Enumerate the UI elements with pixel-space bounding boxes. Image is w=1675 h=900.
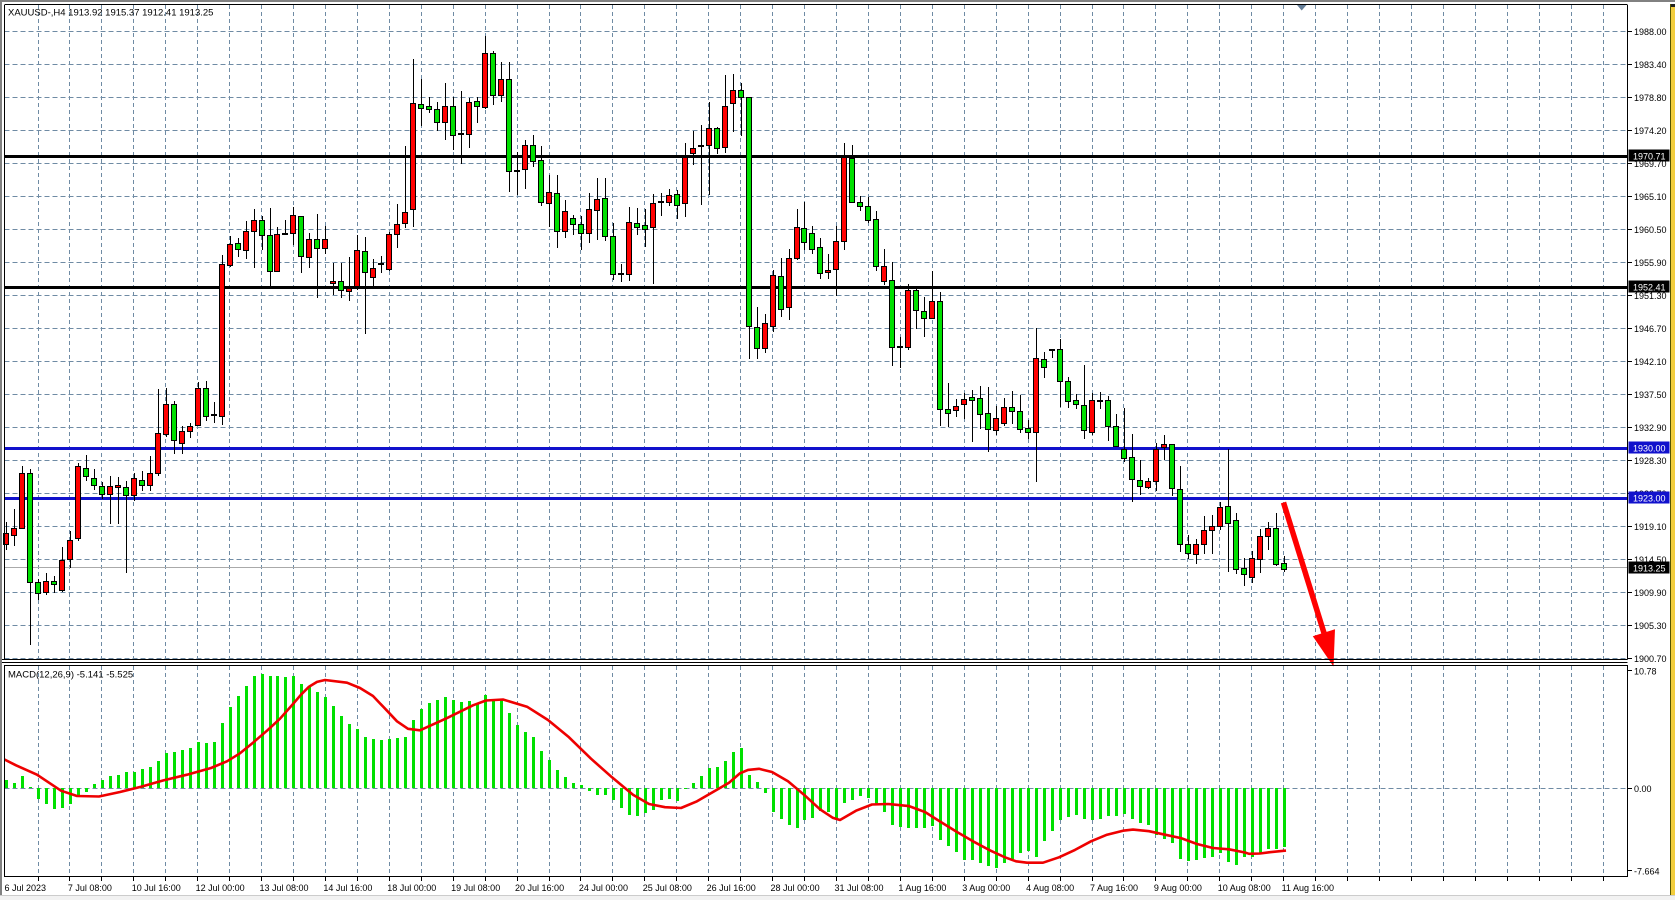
svg-text:6 Jul 2023: 6 Jul 2023 bbox=[5, 883, 47, 893]
svg-text:19 Jul 08:00: 19 Jul 08:00 bbox=[451, 883, 500, 893]
svg-text:1969.70: 1969.70 bbox=[1634, 159, 1667, 169]
svg-text:3 Aug 00:00: 3 Aug 00:00 bbox=[962, 883, 1010, 893]
svg-text:1970.71: 1970.71 bbox=[1633, 152, 1666, 162]
svg-text:0.00: 0.00 bbox=[1634, 784, 1652, 794]
svg-text:11 Aug 16:00: 11 Aug 16:00 bbox=[1282, 883, 1334, 893]
svg-text:20 Jul 16:00: 20 Jul 16:00 bbox=[515, 883, 564, 893]
svg-text:1928.30: 1928.30 bbox=[1634, 456, 1667, 466]
svg-text:12 Jul 00:00: 12 Jul 00:00 bbox=[196, 883, 245, 893]
svg-text:-7.664: -7.664 bbox=[1634, 867, 1660, 877]
svg-text:1965.10: 1965.10 bbox=[1634, 192, 1667, 202]
svg-text:26 Jul 16:00: 26 Jul 16:00 bbox=[707, 883, 756, 893]
svg-text:1951.30: 1951.30 bbox=[1634, 291, 1667, 301]
svg-text:MACD(12,26,9) -5.141 -5.525: MACD(12,26,9) -5.141 -5.525 bbox=[8, 670, 133, 681]
svg-text:1974.20: 1974.20 bbox=[1634, 126, 1667, 136]
svg-text:1913.25: 1913.25 bbox=[1633, 564, 1666, 574]
svg-text:1 Aug 16:00: 1 Aug 16:00 bbox=[898, 883, 946, 893]
svg-text:1978.80: 1978.80 bbox=[1634, 93, 1667, 103]
svg-text:1932.90: 1932.90 bbox=[1634, 423, 1667, 433]
svg-text:1919.10: 1919.10 bbox=[1634, 522, 1667, 532]
svg-text:10 Aug 08:00: 10 Aug 08:00 bbox=[1218, 883, 1271, 893]
svg-text:1946.70: 1946.70 bbox=[1634, 324, 1667, 334]
svg-text:18 Jul 00:00: 18 Jul 00:00 bbox=[387, 883, 436, 893]
svg-text:1988.00: 1988.00 bbox=[1634, 27, 1667, 37]
svg-text:1942.10: 1942.10 bbox=[1634, 357, 1667, 367]
svg-text:1905.30: 1905.30 bbox=[1634, 621, 1667, 631]
svg-text:13 Jul 08:00: 13 Jul 08:00 bbox=[260, 883, 309, 893]
svg-text:1900.70: 1900.70 bbox=[1634, 654, 1667, 664]
svg-text:1930.00: 1930.00 bbox=[1633, 444, 1666, 454]
svg-text:XAUUSD-,H4 1913.92 1915.37 191: XAUUSD-,H4 1913.92 1915.37 1912.41 1913.… bbox=[8, 8, 213, 19]
svg-text:14 Jul 16:00: 14 Jul 16:00 bbox=[323, 883, 372, 893]
svg-text:1914.50: 1914.50 bbox=[1634, 555, 1667, 565]
svg-text:9 Aug 00:00: 9 Aug 00:00 bbox=[1154, 883, 1202, 893]
svg-text:1955.90: 1955.90 bbox=[1634, 258, 1667, 268]
svg-text:31 Jul 08:00: 31 Jul 08:00 bbox=[834, 883, 883, 893]
svg-text:28 Jul 00:00: 28 Jul 00:00 bbox=[771, 883, 820, 893]
svg-text:10.78: 10.78 bbox=[1634, 667, 1657, 677]
svg-text:1937.50: 1937.50 bbox=[1634, 390, 1667, 400]
svg-text:1923.00: 1923.00 bbox=[1633, 494, 1666, 504]
svg-text:24 Jul 00:00: 24 Jul 00:00 bbox=[579, 883, 628, 893]
svg-text:1983.40: 1983.40 bbox=[1634, 60, 1667, 70]
svg-text:1960.50: 1960.50 bbox=[1634, 225, 1667, 235]
svg-text:25 Jul 08:00: 25 Jul 08:00 bbox=[643, 883, 692, 893]
svg-text:7 Jul 08:00: 7 Jul 08:00 bbox=[68, 883, 112, 893]
svg-text:1952.41: 1952.41 bbox=[1633, 283, 1666, 293]
svg-text:7 Aug 16:00: 7 Aug 16:00 bbox=[1090, 883, 1138, 893]
svg-text:4 Aug 08:00: 4 Aug 08:00 bbox=[1026, 883, 1074, 893]
svg-text:10 Jul 16:00: 10 Jul 16:00 bbox=[132, 883, 181, 893]
svg-text:1909.90: 1909.90 bbox=[1634, 588, 1667, 598]
